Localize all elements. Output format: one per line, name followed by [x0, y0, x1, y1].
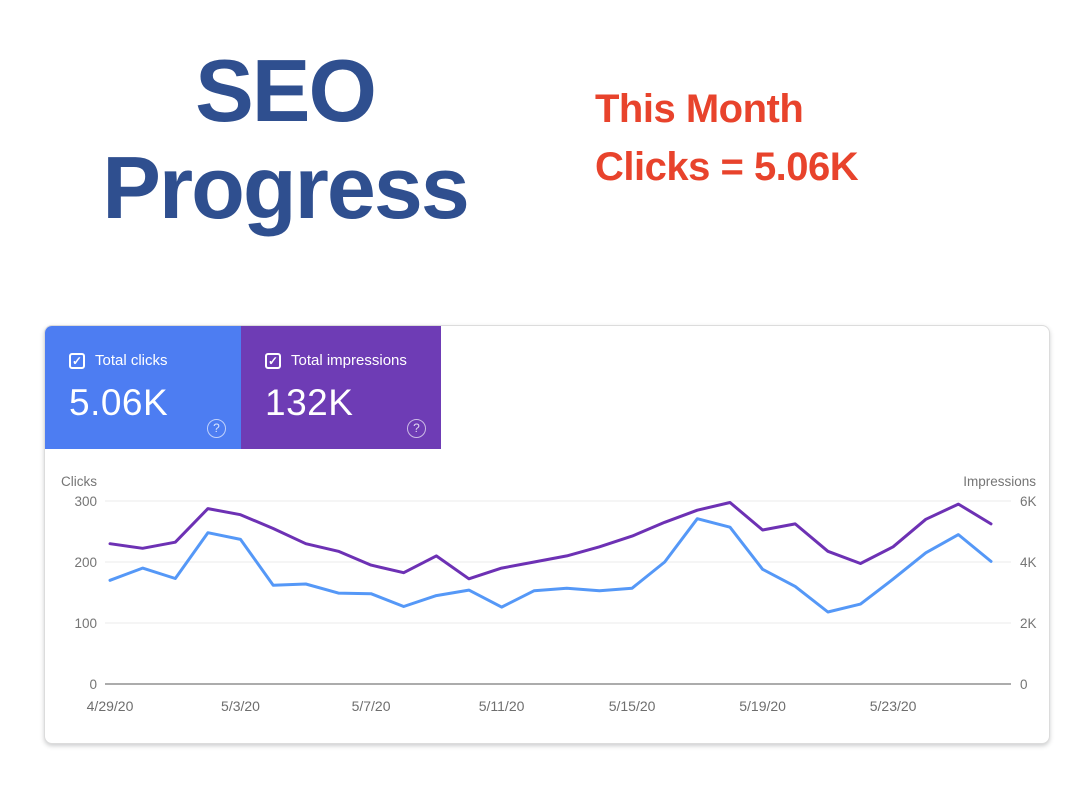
page-title-line2: Progress — [102, 138, 470, 237]
x-axis-tick: 4/29/20 — [87, 698, 134, 714]
total-impressions-card[interactable]: ✓ Total impressions 132K ? — [241, 326, 441, 449]
right-axis-tick: 2K — [1020, 616, 1037, 631]
total-clicks-label: Total clicks — [95, 352, 168, 369]
total-impressions-value: 132K — [265, 382, 354, 423]
line-chart: Clicks Impressions 300 200 100 0 6K 4K 2K 0 4/29/2… — [61, 474, 1037, 714]
x-axis-tick: 5/23/20 — [870, 698, 917, 714]
performance-chart-panel: Clicks Impressions 300 200 100 0 6K 4K 2K 0 4/29/2… — [44, 325, 1050, 744]
left-axis-tick: 100 — [74, 616, 97, 631]
checkbox-checked-icon[interactable]: ✓ — [69, 352, 85, 369]
callout-line1: This Month — [595, 87, 804, 131]
left-axis-title: Clicks — [61, 474, 97, 489]
left-axis-tick: 0 — [89, 677, 97, 692]
x-axis-tick: 5/3/20 — [221, 698, 260, 714]
monthly-clicks-callout: This Month Clicks = 5.06K — [595, 80, 859, 196]
help-icon[interactable]: ? — [407, 419, 426, 438]
right-axis-title: Impressions — [963, 474, 1036, 489]
checkbox-checked-icon[interactable]: ✓ — [265, 352, 281, 369]
page-title-line1: SEO — [195, 41, 377, 140]
left-axis-tick: 300 — [74, 494, 97, 509]
x-axis-tick: 5/11/20 — [479, 698, 525, 714]
page-title: SEO Progress — [75, 42, 495, 236]
callout-line2: Clicks = 5.06K — [595, 145, 859, 189]
right-axis-tick: 6K — [1020, 494, 1037, 509]
x-axis-tick: 5/15/20 — [609, 698, 656, 714]
total-clicks-value: 5.06K — [69, 382, 169, 423]
right-axis-tick: 0 — [1020, 677, 1028, 692]
right-axis-tick: 4K — [1020, 555, 1037, 570]
x-axis-tick: 5/7/20 — [352, 698, 391, 714]
series-line-total-impressions — [108, 501, 993, 581]
total-impressions-label: Total impressions — [291, 352, 407, 369]
x-axis-tick: 5/19/20 — [739, 698, 786, 714]
left-axis-tick: 200 — [74, 555, 97, 570]
total-clicks-card[interactable]: ✓ Total clicks 5.06K ? — [45, 326, 241, 449]
help-icon[interactable]: ? — [207, 419, 226, 438]
metric-cards: ✓ Total clicks 5.06K ? ✓ Total impressio… — [45, 326, 441, 449]
series-line-total-clicks — [108, 517, 993, 614]
